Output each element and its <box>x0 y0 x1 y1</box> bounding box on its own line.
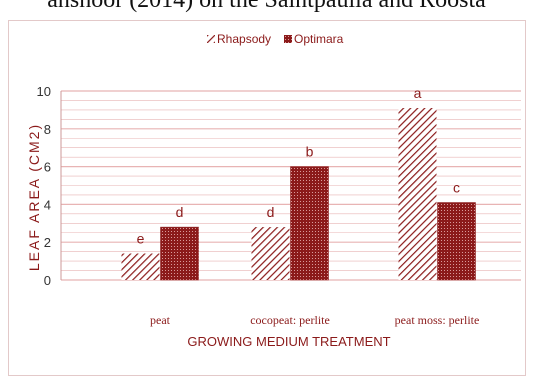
data-labels: e d d b a c <box>137 85 460 247</box>
category-label: cocopeat: perlite <box>250 313 330 327</box>
y-tick-label: 6 <box>44 160 51 175</box>
figure-caption: anshoor (2014) on the Saintpaulia and Ro… <box>47 0 486 13</box>
category-label: peat <box>150 313 171 327</box>
y-tick-label: 0 <box>44 273 51 288</box>
category-label: peat moss: perlite <box>395 313 480 327</box>
bars <box>121 108 476 281</box>
data-label: d <box>176 204 184 220</box>
y-axis-label: LEAF AREA (CM2) <box>26 123 42 271</box>
data-label: e <box>137 231 145 247</box>
bar-rhapsody-2 <box>398 108 437 280</box>
y-tick-label: 4 <box>44 197 51 212</box>
y-axis: 0 2 4 6 8 10 <box>37 84 62 288</box>
legend-swatch-optimara <box>284 35 292 43</box>
data-label: d <box>267 204 275 220</box>
data-label: a <box>414 85 422 101</box>
bar-optimara-1 <box>290 166 329 281</box>
legend-swatch-rhapsody <box>207 35 215 43</box>
category-labels: peat cocopeat: perlite peat moss: perlite <box>150 313 479 327</box>
y-tick-label: 2 <box>44 235 51 250</box>
legend-label-optimara: Optimara <box>294 32 344 46</box>
y-tick-label: 8 <box>44 122 51 137</box>
data-label: c <box>453 180 460 196</box>
y-tick-label: 10 <box>37 84 51 99</box>
bar-optimara-2 <box>437 202 476 281</box>
bar-rhapsody-1 <box>251 227 290 280</box>
x-axis-label: GROWING MEDIUM TREATMENT <box>187 334 390 349</box>
legend: Rhapsody Optimara <box>207 32 344 46</box>
legend-label-rhapsody: Rhapsody <box>217 32 271 46</box>
bar-rhapsody-0 <box>121 253 160 280</box>
data-label: b <box>306 144 314 160</box>
bar-optimara-0 <box>160 226 199 281</box>
